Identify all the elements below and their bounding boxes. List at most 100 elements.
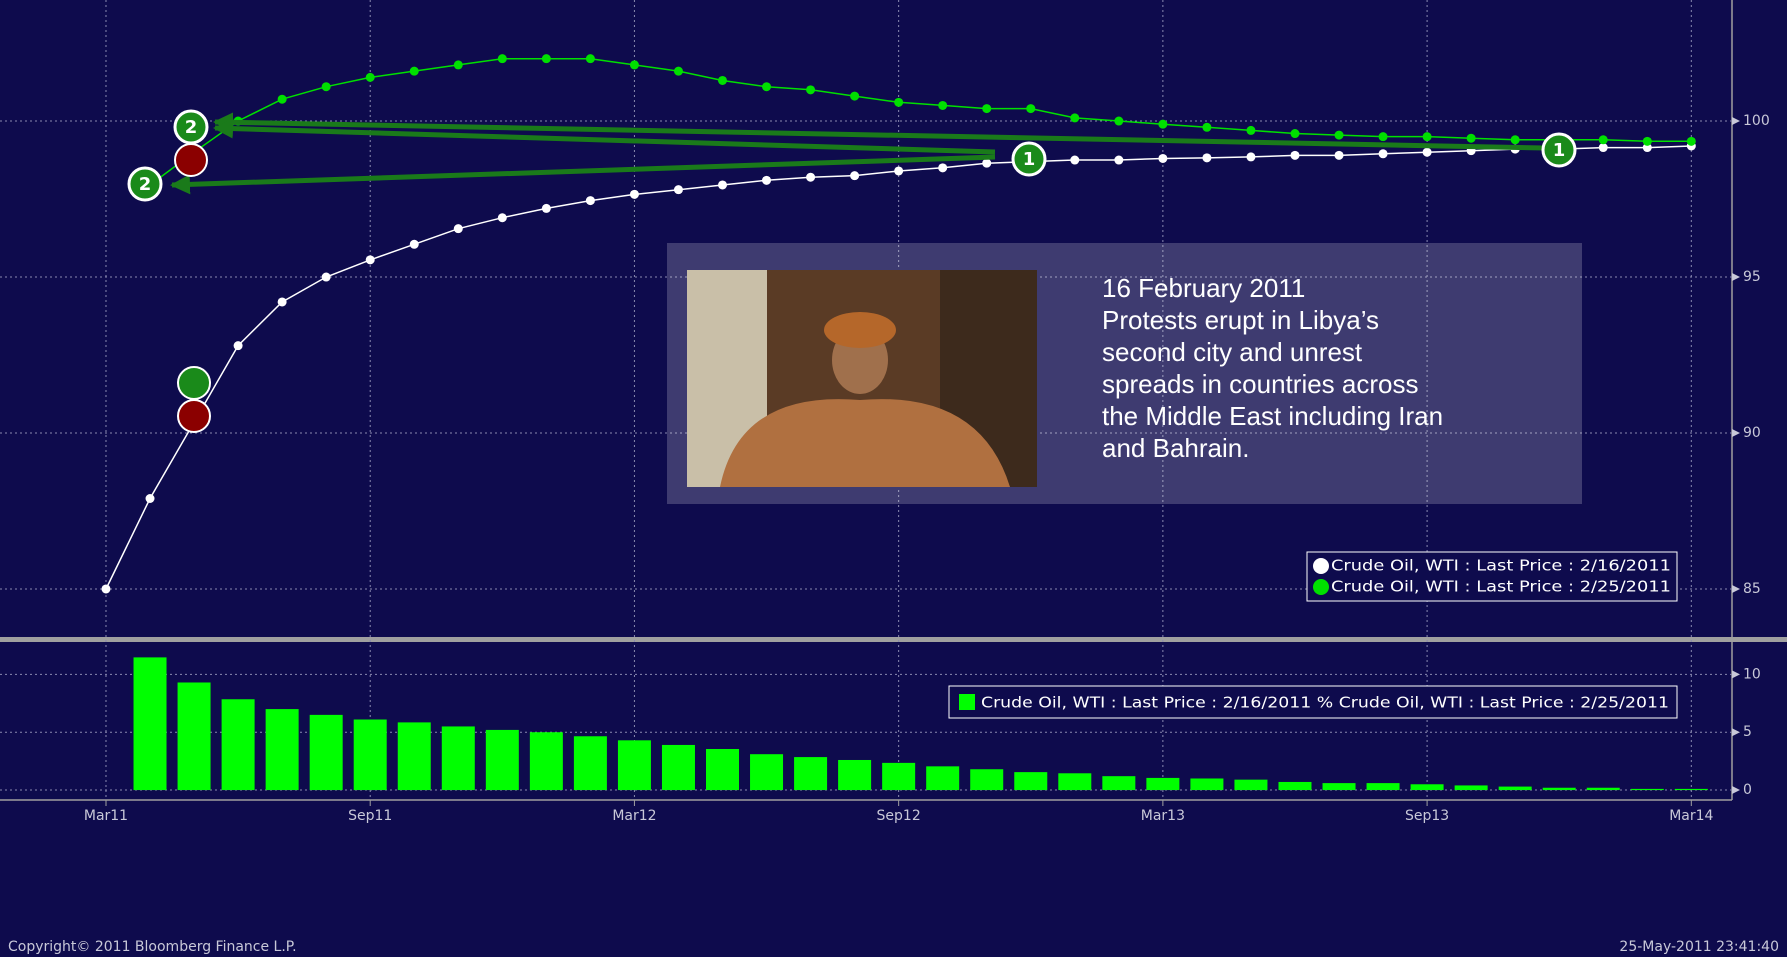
point (850, 92, 859, 101)
bar (970, 769, 1003, 790)
point (1335, 151, 1344, 160)
point (718, 180, 727, 189)
point (1335, 131, 1344, 140)
bar (1234, 780, 1267, 790)
legend-swatch (959, 694, 975, 710)
point (1158, 120, 1167, 129)
point (850, 171, 859, 180)
point (1423, 148, 1432, 157)
bar (1543, 788, 1576, 790)
point (101, 584, 110, 593)
point (454, 224, 463, 233)
photo (687, 270, 1037, 487)
x-tick-label: Mar11 (84, 808, 128, 824)
x-tick-label: Sep13 (1405, 808, 1449, 824)
point (1246, 126, 1255, 135)
point (1070, 156, 1079, 165)
bar (178, 682, 211, 790)
point (410, 67, 419, 76)
x-tick-label: Mar12 (612, 808, 656, 824)
point (1687, 137, 1696, 146)
bar (618, 740, 651, 790)
annotation-text: 16 February 2011 (1102, 273, 1305, 303)
point (322, 82, 331, 91)
panel-separator (0, 637, 1787, 642)
legend-label: Crude Oil, WTI : Last Price : 2/16/2011 (1331, 557, 1671, 575)
point (366, 73, 375, 82)
point (498, 213, 507, 222)
bar (750, 754, 783, 790)
point (1599, 135, 1608, 144)
point (1114, 117, 1123, 126)
point (1290, 129, 1299, 138)
annotation-text: spreads in countries across (1102, 369, 1418, 399)
bar (1411, 784, 1444, 790)
point (674, 185, 683, 194)
point (586, 196, 595, 205)
legend: Crude Oil, WTI : Last Price : 2/16/2011C… (1307, 552, 1677, 601)
point (1467, 134, 1476, 143)
point (1070, 113, 1079, 122)
timestamp: 25-May-2011 23:41:40 (1619, 939, 1779, 955)
x-tick-label: Sep11 (348, 808, 392, 824)
bar (1367, 783, 1400, 790)
point (1246, 152, 1255, 161)
callout-label: 1 (1023, 149, 1036, 170)
bar (354, 719, 387, 790)
y-tick-label: 0 (1743, 782, 1752, 798)
bar (398, 722, 431, 790)
y-tick-label: 10 (1743, 666, 1761, 682)
point (278, 297, 287, 306)
point (1202, 153, 1211, 162)
x-tick-label: Sep12 (877, 808, 921, 824)
point (1290, 151, 1299, 160)
bar (222, 699, 255, 790)
bar (1014, 772, 1047, 790)
y-tick-label: 95 (1743, 269, 1761, 285)
point (146, 494, 155, 503)
event-marker (178, 367, 210, 399)
point (894, 166, 903, 175)
point (1599, 143, 1608, 152)
annotation-text: second city and unrest (1102, 337, 1363, 367)
bar (706, 749, 739, 790)
y-tick-label: 90 (1743, 425, 1761, 441)
bar (442, 726, 475, 790)
point (1202, 123, 1211, 132)
callout-label: 1 (1553, 140, 1566, 161)
bar (1323, 783, 1356, 790)
bar (1455, 785, 1488, 790)
bar (574, 736, 607, 790)
bar (530, 732, 563, 790)
bar (1675, 789, 1708, 790)
annotation-text: and Bahrain. (1102, 433, 1249, 463)
copyright: Copyright© 2011 Bloomberg Finance L.P. (8, 939, 297, 955)
point (1158, 154, 1167, 163)
legend: Crude Oil, WTI : Last Price : 2/16/2011 … (949, 686, 1677, 718)
bar (310, 715, 343, 790)
bar (1499, 787, 1532, 790)
point (366, 255, 375, 264)
bar (882, 763, 915, 790)
point (542, 54, 551, 63)
point (1379, 149, 1388, 158)
point (542, 204, 551, 213)
bar (1587, 788, 1620, 790)
point (630, 60, 639, 69)
x-tick-label: Mar13 (1141, 808, 1185, 824)
callout-label: 2 (185, 117, 198, 138)
bar (1102, 776, 1135, 790)
point (806, 85, 815, 94)
y-tick-label: 100 (1743, 113, 1770, 129)
point (586, 54, 595, 63)
point (1026, 104, 1035, 113)
point (1511, 135, 1520, 144)
chart: 0510Mar11Sep11Mar12Sep12Mar13Sep13Mar14C… (0, 0, 1787, 957)
y-tick-label: 85 (1743, 581, 1761, 597)
point (718, 76, 727, 85)
point (1114, 156, 1123, 165)
bar (134, 657, 167, 790)
legend-swatch (1313, 558, 1329, 574)
event-marker (178, 400, 210, 432)
legend-label: Crude Oil, WTI : Last Price : 2/16/2011 … (981, 694, 1669, 712)
